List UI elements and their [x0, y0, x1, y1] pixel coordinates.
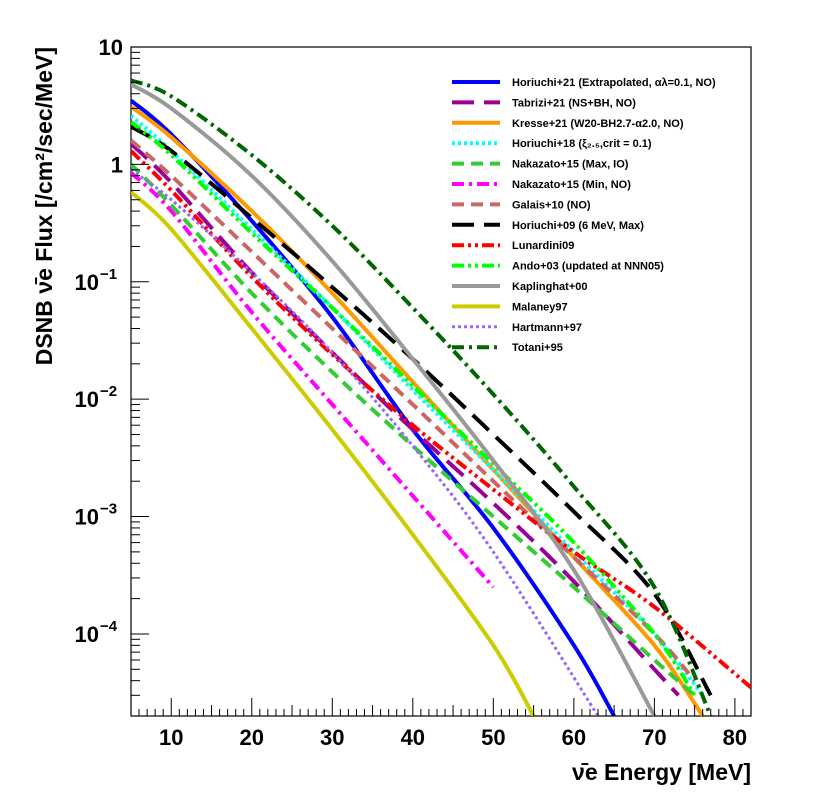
- y-tick-label: 10: [75, 387, 99, 412]
- series-line: [131, 162, 696, 697]
- legend-entry: Lunardini09: [512, 240, 574, 252]
- y-tick-label: 10: [75, 622, 99, 647]
- series-line: [131, 82, 657, 716]
- legend-entry: Tabrizi+21 (NS+BH, NO): [512, 97, 636, 109]
- x-axis-title: ν̄e Energy [MeV]: [572, 759, 751, 785]
- series-line: [131, 120, 697, 697]
- legend-entry: Kresse+21 (W20-BH2.7-α2.0, NO): [512, 118, 684, 130]
- series-line: [131, 78, 713, 716]
- legend-entry: Horiuchi+21 (Extrapolated, αλ=0.1, NO): [512, 77, 716, 89]
- legend-entry: Malaney97: [512, 301, 568, 313]
- series-line: [131, 114, 705, 697]
- y-tick-label: 10: [75, 505, 99, 530]
- x-axis: 10 20 30 40 50 60 70 80: [130, 698, 752, 750]
- x-tick-label: 70: [642, 725, 666, 750]
- y-tick-exponent: −1: [100, 266, 117, 283]
- legend-entry: Galais+10 (NO): [512, 199, 591, 211]
- x-tick-label: 50: [481, 725, 505, 750]
- series-line: [131, 138, 697, 683]
- plot-frame: [130, 46, 752, 717]
- x-tick-label: 60: [562, 725, 586, 750]
- legend-entry: Kaplinghat+00: [512, 281, 588, 293]
- legend-entry: Nakazato+15 (Max, IO): [512, 159, 629, 171]
- x-tick-label: 20: [240, 725, 264, 750]
- x-tick-label: 30: [320, 725, 344, 750]
- legend: Horiuchi+21 (Extrapolated, αλ=0.1, NO) Ta…: [452, 77, 716, 354]
- series-line: [131, 171, 495, 589]
- legend-entry: Hartmann+97: [512, 322, 582, 334]
- y-tick-exponent: −3: [100, 501, 117, 518]
- x-tick-label: 10: [159, 725, 183, 750]
- series-line: [131, 105, 705, 716]
- x-tick-label: 80: [723, 725, 747, 750]
- series-line: [131, 190, 536, 716]
- legend-entry: Totani+95: [512, 342, 563, 354]
- x-tick-label: 40: [401, 725, 425, 750]
- y-tick-label: 10: [75, 270, 99, 295]
- y-axis-title: DSNB ν̄e Flux [/cm²/sec/MeV]: [31, 47, 57, 365]
- legend-entry: Ando+03 (updated at NNN05): [512, 261, 664, 273]
- series-line: [131, 168, 600, 716]
- legend-entry: Horiuchi+09 (6 MeV, Max): [512, 220, 644, 232]
- y-tick-exponent: −4: [100, 618, 118, 635]
- legend-entry: Nakazato+15 (Min, NO): [512, 179, 631, 191]
- y-tick-label: 10: [99, 35, 123, 60]
- series-group: [131, 78, 751, 716]
- legend-entry: Horiuchi+18 (ξ₂.₅,crit = 0.1): [512, 138, 652, 150]
- y-tick-exponent: −2: [100, 383, 117, 400]
- y-tick-label: 1: [111, 152, 123, 177]
